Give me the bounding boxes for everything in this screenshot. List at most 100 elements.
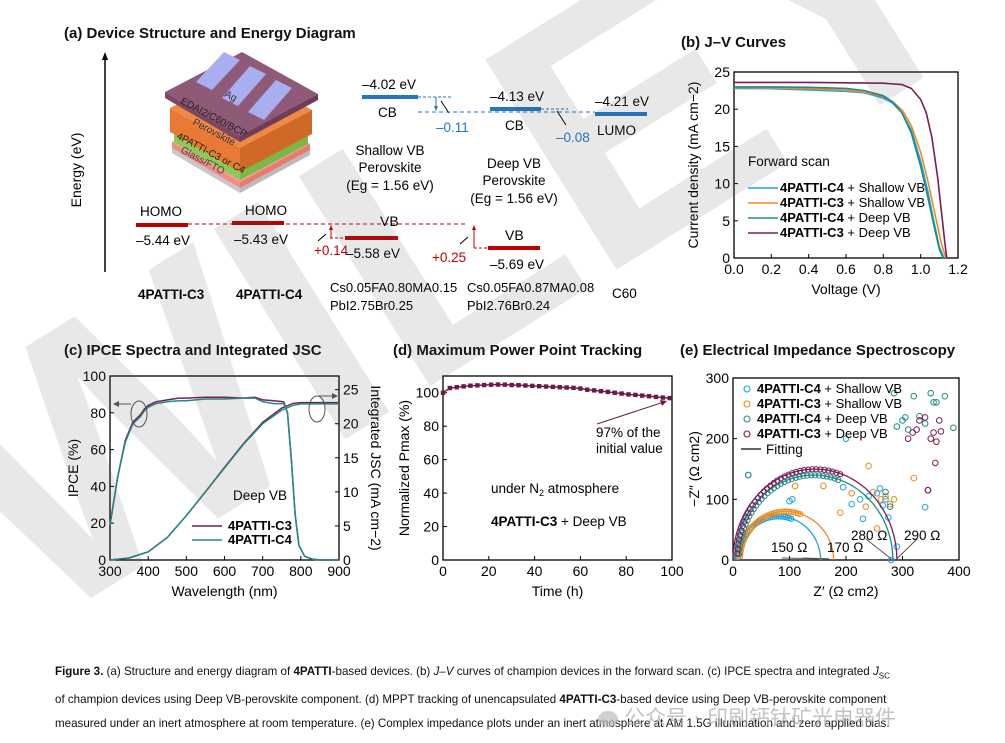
legend-entry: 4PATTI-C4 + Shallow VB: [757, 381, 902, 396]
impedance-point: [848, 500, 855, 508]
c60-lumo-label: LUMO: [597, 123, 636, 138]
resistance-label-150: 150 Ω: [771, 540, 807, 555]
impedance-point: [747, 525, 754, 532]
mppt-point: [660, 395, 666, 400]
impedance-point: [837, 471, 844, 478]
x-tick-label: 0.4: [799, 261, 819, 277]
energy-axis-arrow-icon: [102, 52, 108, 60]
deep-vb-offset: +0.25: [432, 250, 466, 265]
y-tick-label: 100: [416, 385, 440, 401]
shallow-cb-offset: –0.11: [436, 120, 469, 135]
y-axis-label: Normalized Pmax (%): [396, 400, 412, 536]
impedance-point: [937, 428, 945, 435]
y-tick-label: 80: [90, 405, 106, 421]
impedance-point: [893, 423, 901, 430]
impedance-point: [910, 392, 918, 400]
ag-electrode: [196, 52, 240, 90]
resistance-pointer: [802, 557, 830, 560]
impedance-point: [796, 473, 803, 480]
mppt-point: [626, 392, 631, 397]
panel-d-title: (d) Maximum Power Point Tracking: [393, 342, 643, 359]
shallow-cb-label: CB: [378, 105, 397, 120]
impedance-point: [930, 398, 937, 406]
impedance-point: [913, 426, 920, 433]
impedance-point: [781, 473, 788, 480]
atmosphere-annotation: under N2 atmosphere: [491, 481, 619, 498]
impedance-point: [862, 503, 870, 510]
mppt-point: [564, 385, 569, 390]
impedance-point: [744, 471, 752, 479]
resistance-pointer: [896, 538, 918, 560]
y-tick-label: 20: [423, 519, 439, 535]
x-tick-label: 300: [98, 563, 122, 579]
shallow-desc-1: Shallow VB: [355, 143, 424, 158]
x-tick-label: 400: [136, 563, 160, 579]
impedance-point: [819, 472, 827, 480]
legend-entry: 4PATTI-C4: [228, 532, 293, 547]
impedance-point: [750, 522, 757, 529]
c4-homo-value: –5.43 eV: [234, 232, 288, 247]
impedance-point: [910, 474, 918, 482]
mppt-point: [495, 382, 501, 387]
plot-frame: [442, 375, 673, 561]
mppt-point: [509, 382, 514, 388]
x-tick-label: 0.6: [836, 261, 856, 277]
mppt-point: [591, 388, 597, 393]
y2-axis-label: Integrated JSC (mA cm−2): [368, 385, 384, 550]
x-tick-label: 500: [175, 563, 199, 579]
panel-c-title: (c) IPCE Spectra and Integrated JSC: [64, 342, 322, 359]
c4-homo-label: HOMO: [245, 203, 287, 218]
impedance-point: [839, 483, 847, 491]
ipce-axis-marker: [130, 400, 148, 428]
x-tick-label: 400: [947, 563, 971, 579]
impedance-point: [873, 525, 881, 532]
impedance-point: [921, 420, 929, 427]
impedance-point: [805, 466, 812, 473]
y2-tick-label: 5: [343, 518, 351, 534]
jv-curve: [734, 81, 948, 259]
mppt-point: [523, 383, 528, 388]
impedance-point: [931, 459, 939, 467]
mppt-point: [502, 382, 508, 387]
x-tick-label: 40: [527, 563, 543, 579]
caption-line-3: measured under an inert atmosphere at ro…: [55, 717, 890, 731]
mppt-point: [488, 382, 494, 387]
ag-electrode: [248, 80, 292, 120]
mppt-point: [612, 390, 617, 395]
impedance-point: [848, 489, 855, 497]
deep-desc-1: Deep VB: [487, 156, 541, 171]
impedance-point: [933, 438, 940, 446]
x-tick-label: 20: [481, 563, 497, 579]
legend-entry: 4PATTI-C3 + Shallow VB: [757, 396, 902, 411]
mppt-curve: [442, 383, 670, 399]
right-arrow-head-icon: [332, 393, 338, 399]
mppt-point: [482, 382, 487, 388]
legend-entry: 4PATTI-C4 + Deep VB: [757, 411, 888, 426]
y-tick-label: 10: [714, 176, 730, 192]
impedance-point: [882, 496, 889, 503]
legend-entry: 4PATTI-C4 + Shallow VB: [780, 180, 925, 195]
caption-line-2: of champion devices using Deep VB-perovs…: [55, 693, 887, 707]
impedance-point: [890, 496, 898, 503]
mppt-point: [646, 394, 652, 399]
resistance-pointer: [865, 538, 892, 560]
mppt-point: [516, 383, 521, 388]
deep-desc-3: (Eg = 1.56 eV): [470, 191, 557, 206]
caption-line-1: Figure 3. (a) Structure and energy diagr…: [55, 665, 890, 681]
mppt-point: [653, 394, 659, 400]
impedance-point: [904, 426, 912, 433]
mppt-point: [571, 385, 576, 391]
impedance-point: [869, 488, 877, 496]
y2-tick-label: 20: [343, 416, 359, 432]
x-tick-label: 700: [251, 563, 275, 579]
legend-marker: [743, 385, 751, 393]
mppt-point: [543, 384, 549, 389]
impedance-point: [924, 486, 932, 494]
impedance-point: [877, 496, 885, 503]
legend-marker: [743, 400, 751, 408]
mppt-point: [605, 389, 611, 395]
panel-a-title: (a) Device Structure and Energy Diagram: [64, 25, 356, 42]
